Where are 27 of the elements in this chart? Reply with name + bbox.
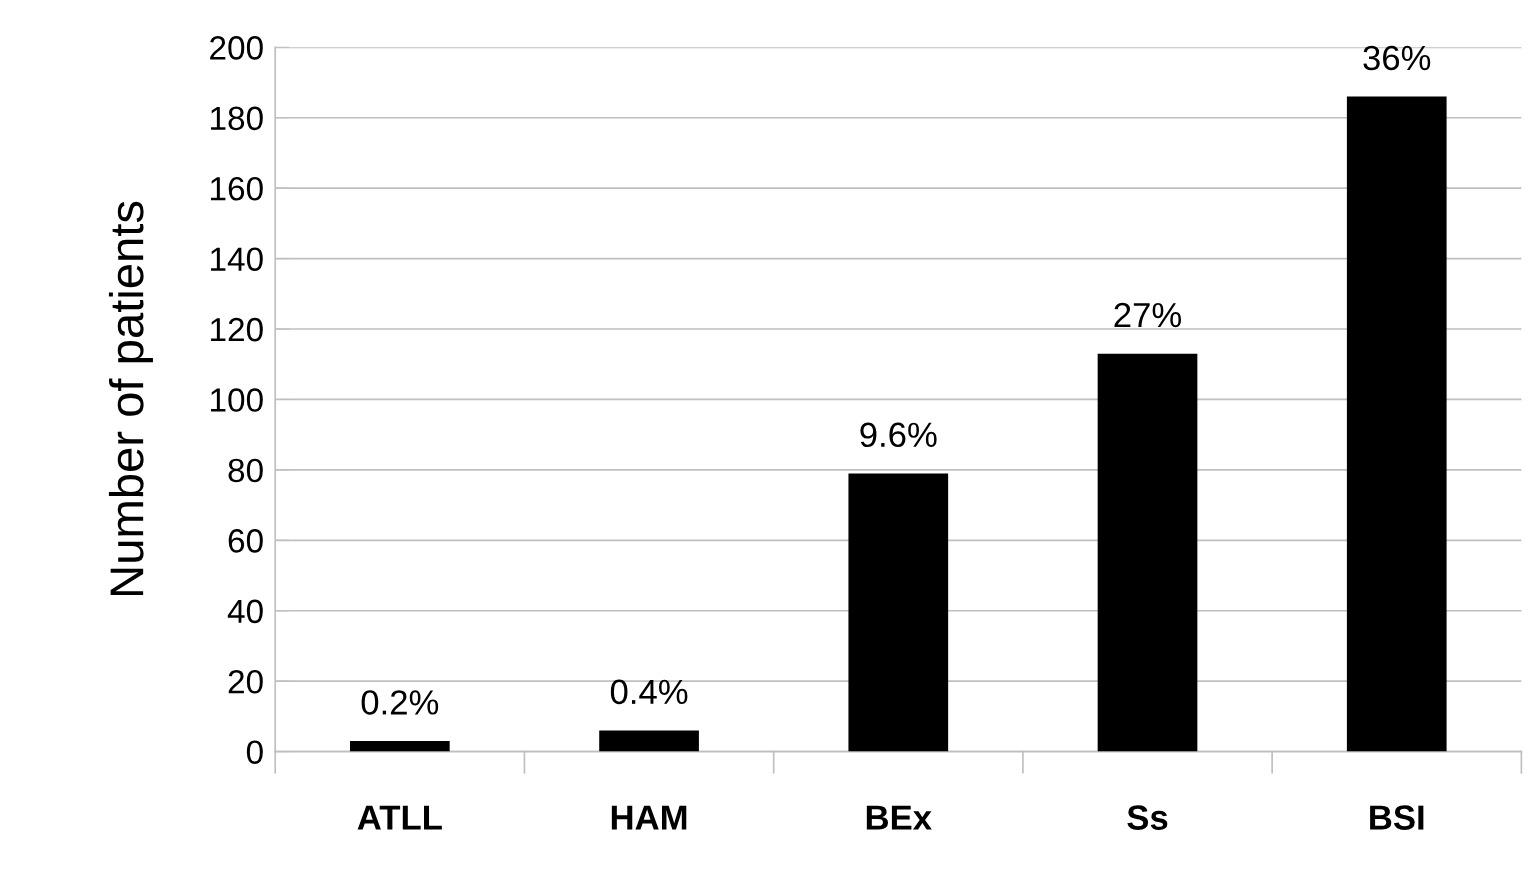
annotation: 0.2% bbox=[361, 690, 439, 715]
y-tick-label: 120 bbox=[211, 317, 263, 342]
y-tick-label: 100 bbox=[211, 388, 263, 412]
y-tick-label: 80 bbox=[228, 458, 263, 483]
annotation: 0.4% bbox=[610, 679, 688, 705]
x-tick-label: Ss bbox=[1127, 805, 1168, 830]
annotation: 9.6% bbox=[860, 422, 937, 448]
y-tick-label: 20 bbox=[228, 669, 263, 694]
y-tick-label: 40 bbox=[227, 599, 263, 624]
x-tick-label: BEx bbox=[866, 805, 932, 830]
y-tick-label: 140 bbox=[211, 247, 263, 271]
y-axis-title: Number of patients bbox=[108, 201, 153, 596]
annotation: 27% bbox=[1114, 302, 1182, 328]
y-tick-label: 180 bbox=[211, 106, 263, 131]
bar bbox=[1097, 353, 1198, 752]
y-tick-label: 160 bbox=[211, 176, 263, 201]
y-tick-label: 60 bbox=[228, 529, 263, 553]
x-tick-label: BSI bbox=[1370, 805, 1424, 830]
bar bbox=[599, 730, 699, 752]
bar bbox=[1346, 96, 1447, 752]
y-tick-label: 0 bbox=[246, 740, 263, 765]
y-tick-label: 200 bbox=[210, 36, 263, 60]
bar bbox=[848, 473, 949, 752]
annotation: 36% bbox=[1363, 45, 1431, 71]
x-tick-label: ATLL bbox=[357, 805, 442, 830]
bar bbox=[349, 741, 450, 752]
x-tick-label: HAM bbox=[611, 805, 687, 830]
